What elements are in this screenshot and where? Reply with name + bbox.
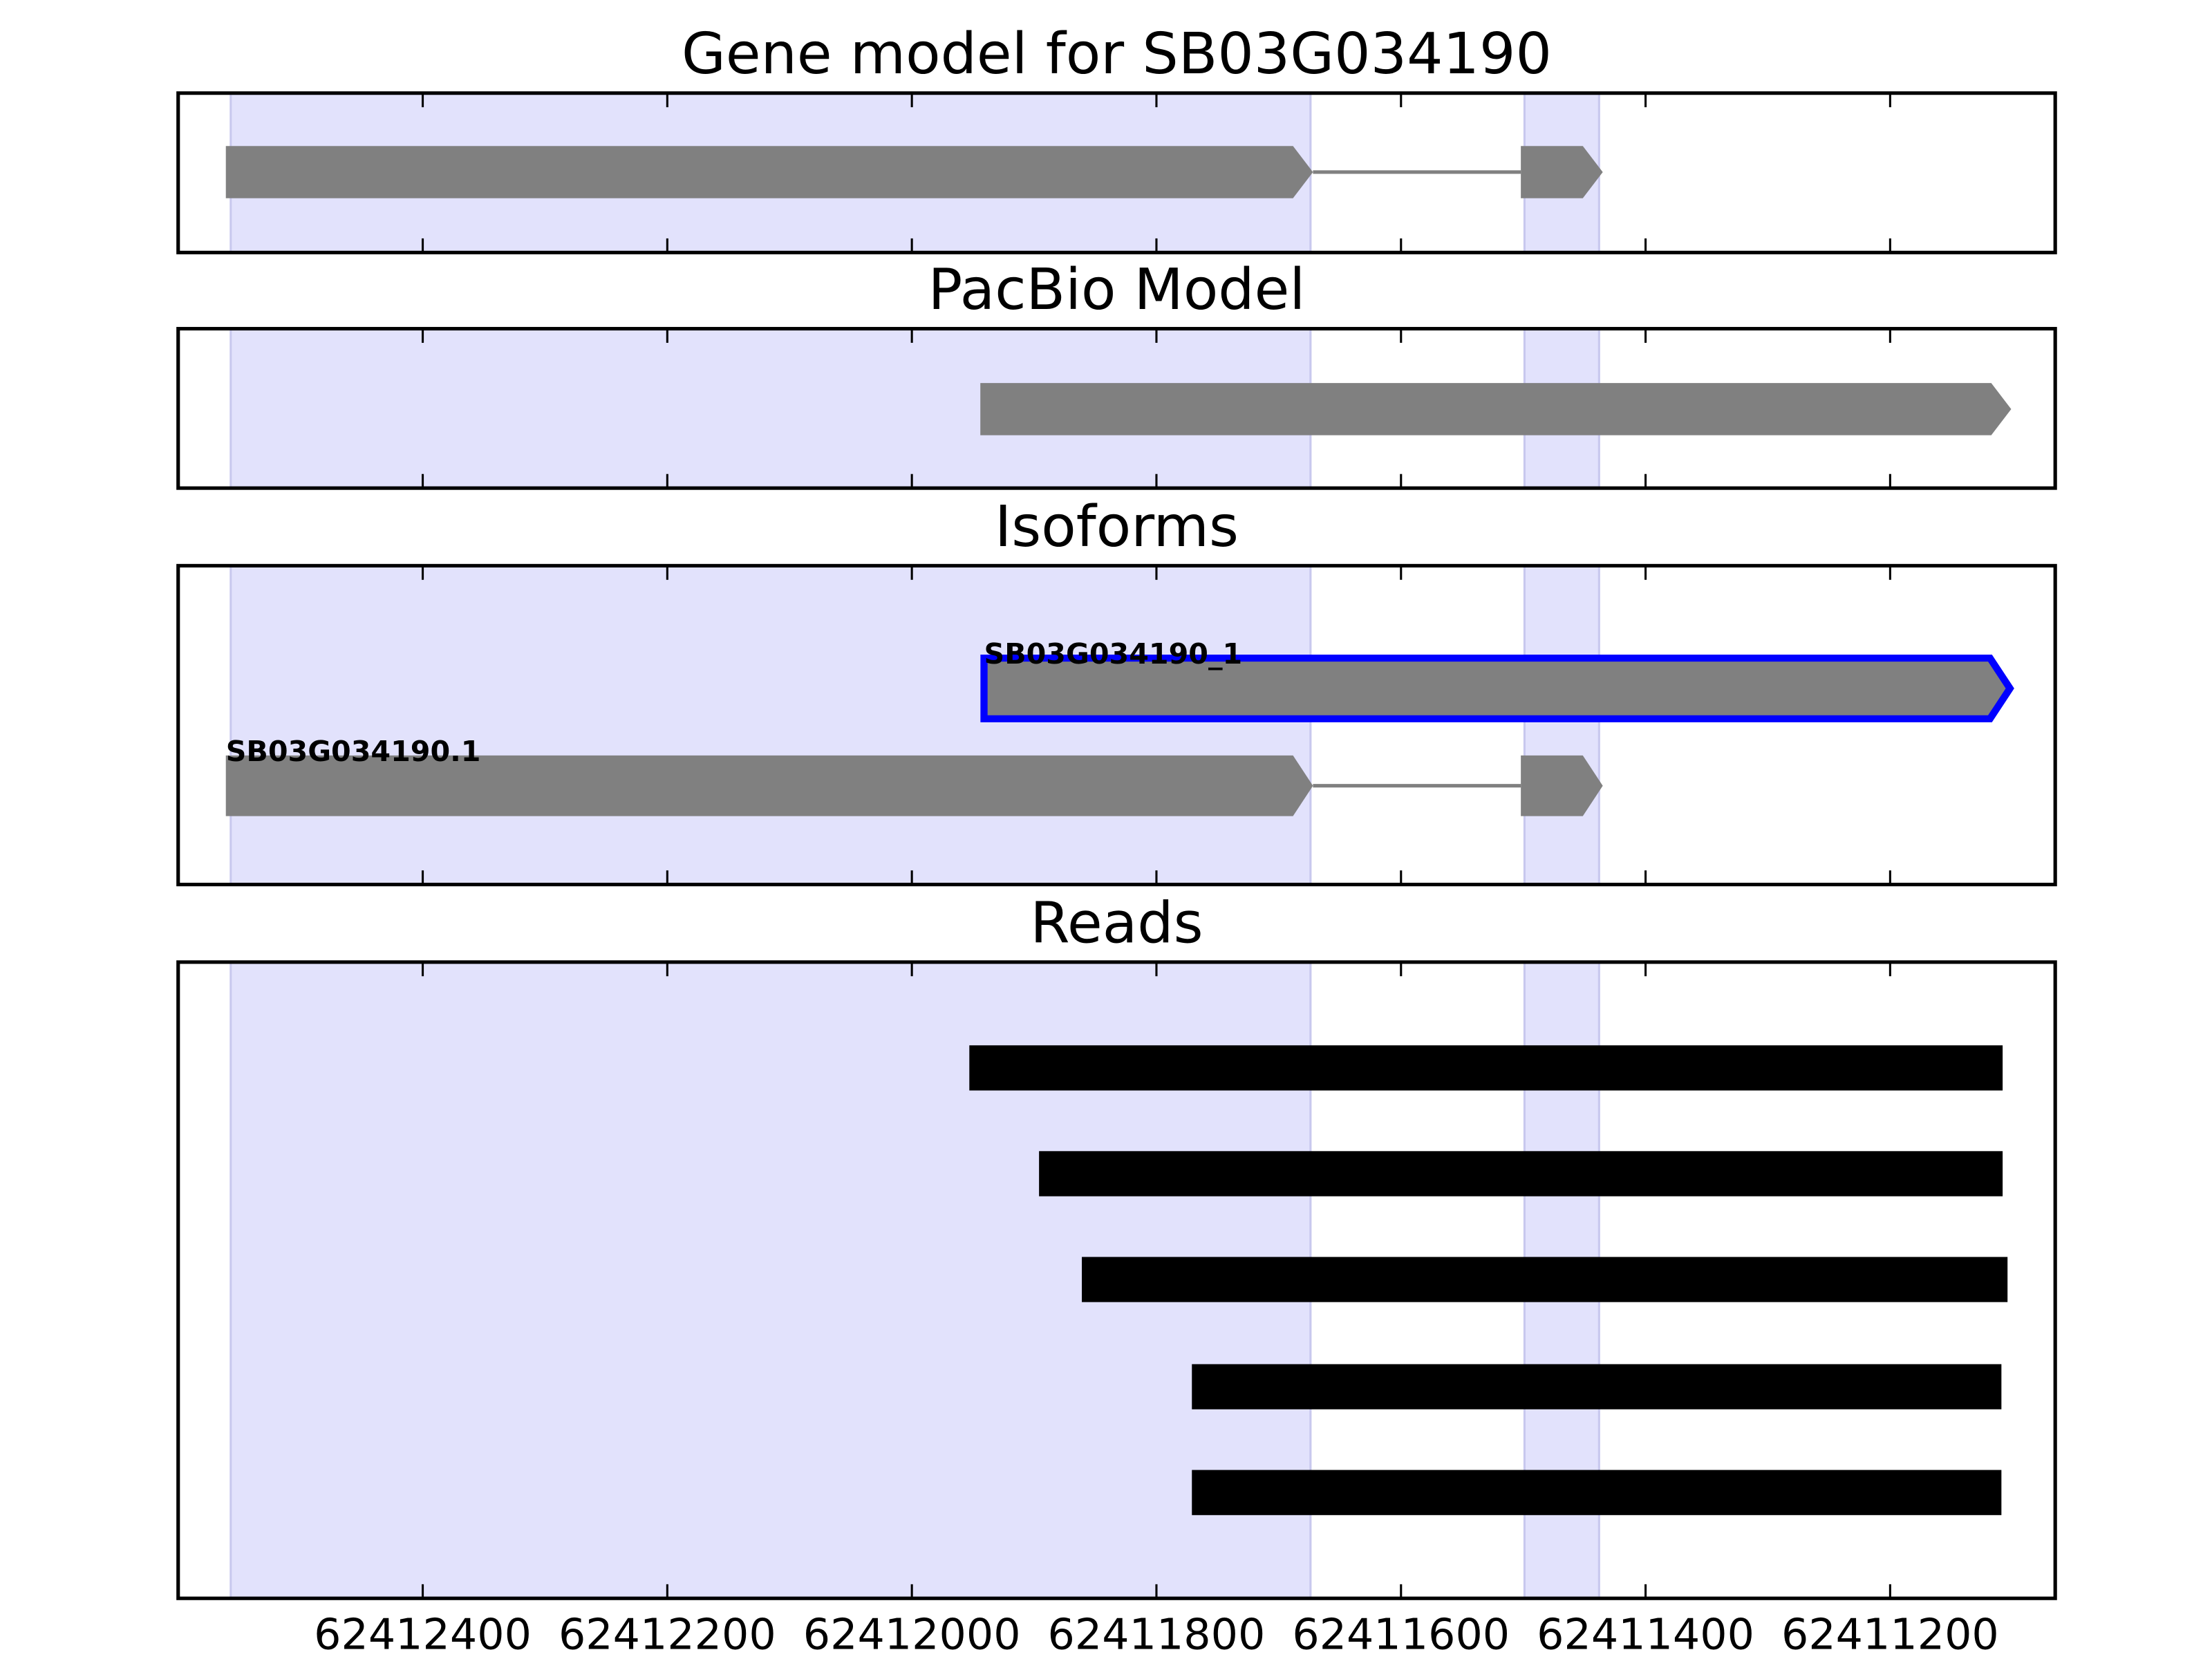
highlight-region: [229, 564, 1312, 886]
exon: [225, 755, 1313, 816]
x-tick-label: 62411800: [1048, 1610, 1266, 1659]
x-tick-label: 62411400: [1537, 1610, 1754, 1659]
panel-title: Reads: [1030, 891, 1203, 957]
x-tick-label: 62412400: [314, 1610, 532, 1659]
panel-title: Gene model for SB03G034190: [682, 22, 1552, 88]
panel-frame: [176, 326, 2057, 490]
exon: [225, 146, 1313, 198]
panel-frame: [176, 563, 2057, 887]
panel-frame: [176, 91, 2057, 254]
highlight-region: [1523, 564, 1600, 886]
read: [1192, 1364, 2002, 1409]
exon: [980, 383, 2012, 435]
isoform-label: SB03G034190_1: [984, 637, 1243, 671]
read: [1039, 1151, 2003, 1197]
read: [1082, 1257, 2008, 1302]
x-tick-label: 62411600: [1292, 1610, 1510, 1659]
exon: [980, 654, 2014, 722]
read: [969, 1045, 2003, 1091]
panel-title: Isoforms: [995, 494, 1239, 560]
exon: [1521, 146, 1603, 198]
panel-title: PacBio Model: [928, 257, 1306, 323]
isoform-label: SB03G034190.1: [226, 735, 481, 768]
x-tick-label: 62412000: [803, 1610, 1021, 1659]
x-tick-label: 62412200: [559, 1610, 776, 1659]
exon: [1521, 755, 1603, 816]
read: [1192, 1470, 2002, 1515]
x-tick-label: 62411200: [1781, 1610, 1999, 1659]
panel-frame: [176, 960, 2057, 1600]
